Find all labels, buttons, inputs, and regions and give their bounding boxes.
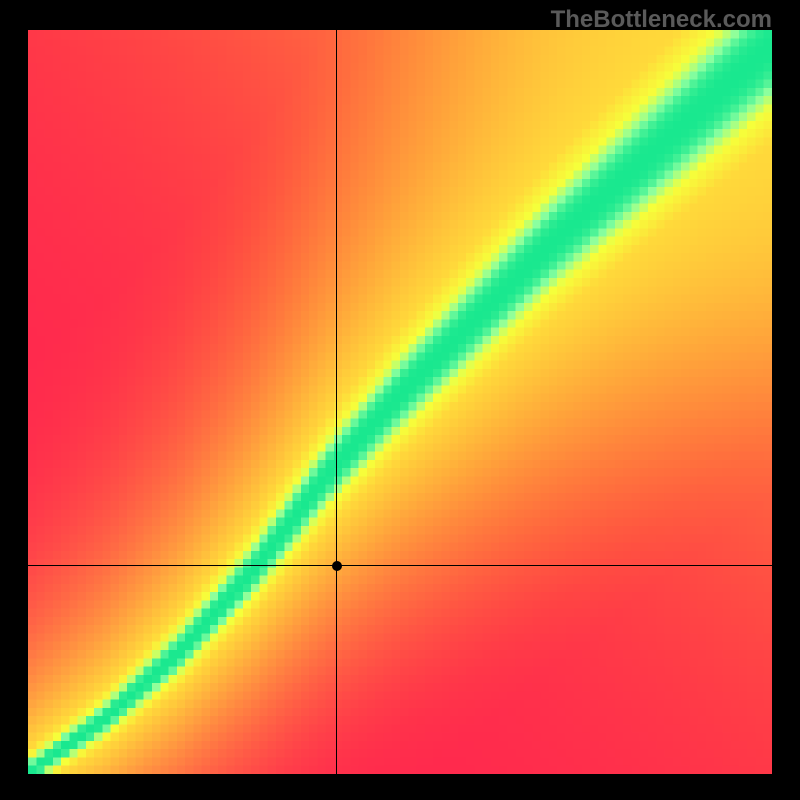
heatmap-canvas bbox=[28, 30, 772, 774]
watermark-label: TheBottleneck.com bbox=[551, 6, 772, 34]
bottleneck-heatmap bbox=[28, 30, 772, 774]
crosshair-vertical bbox=[336, 30, 337, 774]
crosshair-marker bbox=[332, 561, 342, 571]
crosshair-horizontal bbox=[28, 565, 772, 566]
